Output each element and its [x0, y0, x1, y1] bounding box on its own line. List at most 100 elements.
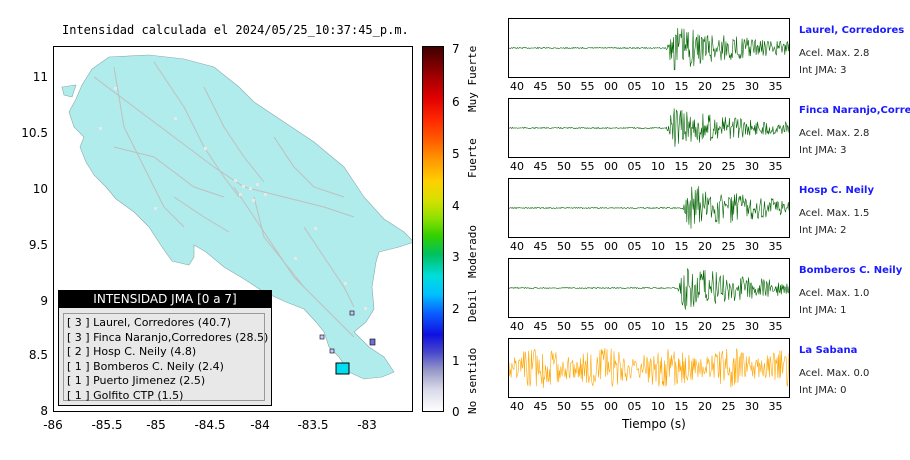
map-x-tick: -86	[43, 418, 63, 432]
map-title: Intensidad calculada el 2024/05/25_10:37…	[62, 23, 409, 37]
map-y-tick: 8.5	[28, 348, 48, 362]
waveform-trace	[509, 347, 789, 389]
waveform-trace	[509, 186, 789, 229]
time-tick: 35	[768, 320, 783, 333]
colorbar-label: Debil	[466, 288, 479, 322]
time-tick: 45	[533, 240, 548, 253]
colorbar-label: Fuerte	[466, 138, 479, 178]
waveform-trace	[509, 268, 789, 310]
waveform-panel[interactable]	[508, 338, 790, 398]
time-tick: 30	[745, 400, 759, 413]
station-jma: Int JMA: 0	[799, 385, 847, 396]
city-dots	[99, 87, 367, 310]
waveform-panel[interactable]	[508, 178, 790, 238]
station-jma: Int JMA: 1	[799, 305, 847, 316]
station-accel: Acel. Max. 1.5	[799, 208, 870, 219]
time-tick: 25	[721, 320, 736, 333]
station-jma: Int JMA: 3	[799, 65, 847, 76]
waveform-line	[509, 268, 789, 310]
time-tick: 00	[604, 240, 618, 253]
time-tick: 15	[674, 320, 689, 333]
waveform-line	[509, 108, 789, 147]
time-tick: 10	[651, 160, 665, 173]
legend-item: [ 2 ] Hosp C. Neily (4.8)	[67, 345, 197, 358]
map-y-tick: 8	[40, 404, 48, 418]
station-marker-laurel	[335, 362, 350, 375]
time-tick: 20	[698, 80, 712, 93]
colorbar-number: 3	[452, 250, 460, 264]
time-tick: 50	[557, 80, 571, 93]
legend-item: [ 1 ] Puerto Jimenez (2.5)	[67, 374, 206, 387]
intensity-legend: INTENSIDAD JMA [0 a 7] [ 3 ] Laurel, Cor…	[58, 290, 272, 406]
time-tick: 40	[510, 240, 524, 253]
time-tick: 05	[627, 240, 642, 253]
legend-item: [ 1 ] Bomberos C. Neily (2.4)	[67, 359, 224, 373]
legend-title: INTENSIDAD JMA [0 a 7]	[59, 291, 271, 308]
time-tick: 40	[510, 320, 524, 333]
time-tick: 10	[651, 400, 665, 413]
time-tick: 45	[533, 80, 548, 93]
time-tick: 10	[651, 320, 665, 333]
time-tick: 55	[580, 80, 595, 93]
station-accel: Acel. Max. 2.8	[799, 128, 870, 139]
road-network	[93, 61, 355, 338]
station-jma: Int JMA: 3	[799, 145, 847, 156]
time-tick: 25	[721, 80, 736, 93]
station-accel: Acel. Max. 1.0	[799, 288, 870, 299]
time-tick: 25	[721, 400, 736, 413]
time-tick: 45	[533, 160, 548, 173]
station-marker-bomberos	[319, 334, 325, 340]
colorbar-label: Muy Fuerte	[466, 45, 479, 112]
time-tick: 45	[533, 400, 548, 413]
intensity-colorbar	[422, 46, 444, 412]
station-name: Laurel, Corredores	[799, 25, 905, 36]
time-tick: 15	[674, 160, 689, 173]
time-tick: 55	[580, 320, 595, 333]
waveform-line	[509, 27, 789, 71]
station-jma: Int JMA: 2	[799, 225, 847, 236]
time-tick: 50	[557, 160, 571, 173]
legend-item: [ 1 ] Golfito CTP (1.5)	[67, 388, 184, 402]
time-tick: 20	[698, 400, 712, 413]
time-tick: 10	[651, 80, 665, 93]
time-tick: 40	[510, 80, 524, 93]
time-tick: 30	[745, 160, 759, 173]
time-tick: 35	[768, 400, 783, 413]
northwest-coast	[61, 84, 77, 98]
waveform-panel[interactable]	[508, 98, 790, 158]
time-tick: 40	[510, 160, 524, 173]
station-accel: Acel. Max. 2.8	[799, 48, 870, 59]
waveform-panel[interactable]	[508, 18, 790, 78]
time-tick: 10	[651, 240, 665, 253]
station-marker-golfito	[349, 310, 355, 316]
map-x-tick: -85.5	[91, 418, 123, 432]
colorbar-number: 7	[452, 42, 460, 56]
map-x-tick: -84.5	[194, 418, 226, 432]
waveform-panel[interactable]	[508, 258, 790, 318]
time-tick: 35	[768, 240, 783, 253]
time-tick: 00	[604, 400, 618, 413]
time-tick: 20	[698, 320, 712, 333]
colorbar-number: 2	[452, 302, 460, 316]
time-tick: 05	[627, 400, 642, 413]
time-tick: 25	[721, 160, 736, 173]
colorbar-number: 4	[452, 199, 460, 213]
station-marker-hosp	[369, 338, 376, 346]
time-tick: 05	[627, 320, 642, 333]
station-name: Hosp C. Neily	[799, 185, 874, 196]
time-tick: 55	[580, 400, 595, 413]
time-tick: 05	[627, 80, 642, 93]
station-name: La Sabana	[799, 345, 858, 356]
station-marker-jimenez	[329, 348, 335, 354]
map-x-tick: -83.5	[297, 418, 329, 432]
map-x-tick: -84	[250, 418, 270, 432]
time-tick: 35	[768, 80, 783, 93]
map-y-tick: 10	[32, 182, 48, 196]
waveform-trace	[509, 108, 789, 147]
time-tick: 00	[604, 160, 618, 173]
time-tick: 50	[557, 240, 571, 253]
time-tick: 50	[557, 320, 571, 333]
time-tick: 00	[604, 320, 618, 333]
legend-list: [ 3 ] Laurel, Corredores (40.7) [ 3 ] Fi…	[63, 313, 268, 402]
time-axis-label: Tiempo (s)	[622, 417, 686, 431]
